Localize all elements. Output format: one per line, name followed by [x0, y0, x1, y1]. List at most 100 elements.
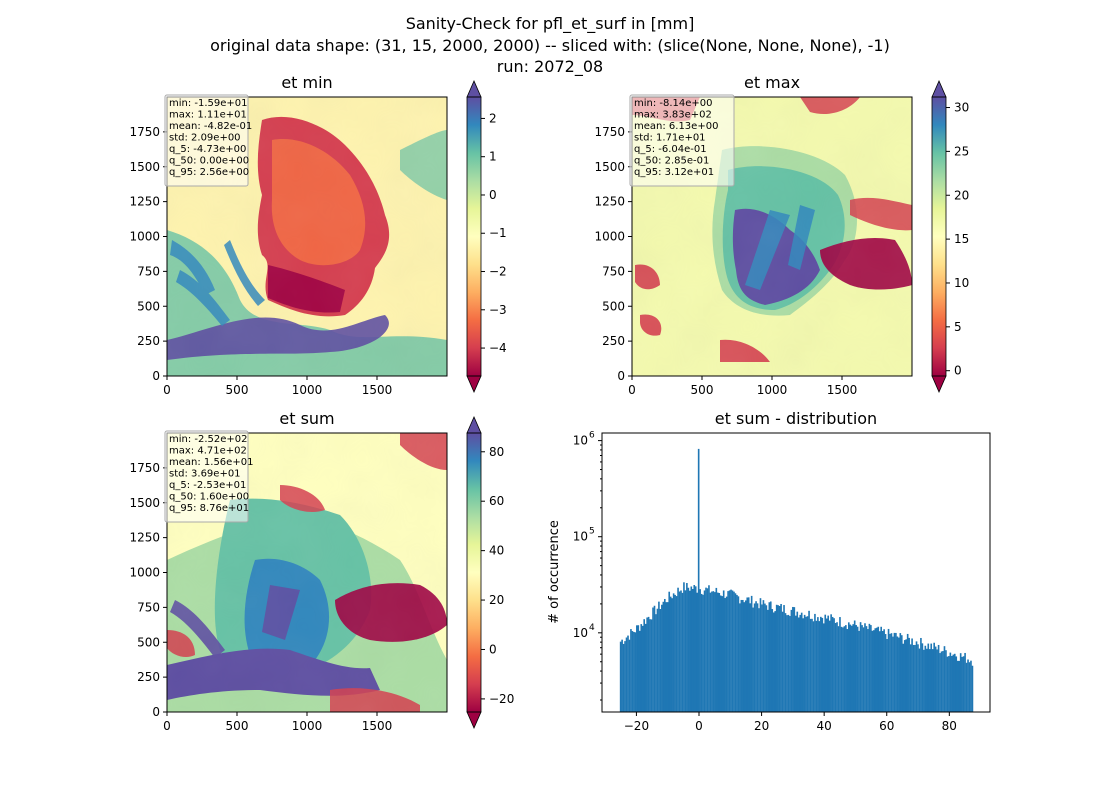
histogram-bar	[817, 617, 819, 712]
histogram-bar	[887, 628, 890, 712]
histogram-bar	[853, 620, 856, 712]
histogram-bar	[881, 630, 884, 712]
histogram-bar	[903, 640, 906, 712]
y-tick-label: 10	[573, 530, 588, 544]
stats-line: std: 3.69e+01	[169, 469, 241, 480]
histogram-bar	[821, 617, 824, 712]
histogram-bar	[840, 626, 843, 712]
histogram-bar	[764, 603, 766, 712]
histogram-bar	[949, 652, 952, 712]
stats-line: q_95: 8.76e+01	[169, 503, 249, 514]
colorbar-gradient	[932, 97, 946, 376]
histogram-bar	[936, 649, 938, 712]
histogram-bar	[630, 629, 632, 712]
suptitle-line-3: run: 2072_08	[497, 57, 603, 77]
histogram-bar	[952, 654, 955, 712]
stats-line: q_95: 3.12e+01	[634, 167, 714, 178]
histogram-bar	[652, 607, 654, 712]
histogram-bar	[774, 611, 777, 712]
histogram-bar	[725, 596, 728, 712]
histogram-bar	[849, 624, 852, 712]
histogram-bar	[877, 626, 880, 712]
histogram-bar	[678, 591, 681, 712]
histogram-bar	[771, 609, 774, 712]
histogram-bar	[878, 631, 881, 712]
histogram-bar	[808, 610, 810, 712]
y-tick-label: 250	[137, 670, 160, 684]
histogram-bar	[895, 632, 897, 712]
histogram-bar	[905, 639, 908, 712]
panel-et-min: et min 0 500 1000 1500 0 250 500 750 1000 1250 15…	[129, 73, 506, 397]
histogram-bar	[814, 613, 816, 712]
histogram-bar	[855, 625, 857, 712]
y-tick-label: 500	[137, 299, 160, 313]
colorbar-gradient	[467, 433, 481, 712]
histogram-bar	[896, 636, 899, 712]
histogram-bar	[767, 609, 769, 712]
histogram-bar	[890, 633, 893, 712]
y-ticks: 0 250 500 750 1000 1250 1500 1750	[129, 125, 167, 383]
histogram-bar	[733, 591, 735, 712]
colorbar-frame	[466, 96, 482, 377]
panel-title: et max	[744, 73, 800, 92]
histogram-bar	[956, 660, 959, 712]
x-tick-label: 1000	[292, 383, 323, 397]
y-tick-label: 500	[602, 299, 625, 313]
histogram-bar	[668, 591, 671, 712]
histogram-bar	[843, 626, 846, 712]
x-tick-label: 20	[754, 719, 769, 733]
histogram-bar	[964, 652, 966, 712]
histogram-bar	[800, 612, 803, 712]
y-tick-exponent: 4	[589, 623, 595, 633]
x-ticks: 0 500 1000 1500	[163, 712, 392, 733]
histogram-bar	[653, 605, 656, 712]
histogram-bar	[803, 614, 806, 712]
histogram-bar	[689, 590, 691, 712]
histogram-bar	[716, 592, 719, 712]
histogram-bar	[958, 660, 961, 712]
suptitle-line-2: original data shape: (31, 15, 2000, 2000…	[210, 36, 890, 55]
histogram-bar	[837, 626, 840, 712]
histogram-bar	[900, 635, 903, 712]
histogram-bar	[619, 641, 622, 712]
stats-line: q_50: 0.00e+00	[169, 156, 249, 167]
histogram-bar	[621, 639, 623, 712]
histogram-bar	[959, 653, 962, 712]
histogram-bar	[948, 656, 950, 712]
histogram-bar	[700, 593, 703, 712]
y-tick-exponent: 5	[589, 527, 595, 537]
histogram-bar	[930, 643, 933, 712]
histogram-bar	[937, 644, 940, 712]
histogram-bar	[784, 613, 787, 712]
histogram-bar	[714, 592, 716, 712]
histogram-bar	[747, 597, 750, 712]
histogram-bar	[971, 665, 974, 712]
stats-line: std: 2.09e+00	[169, 133, 241, 144]
histogram-bar	[702, 594, 704, 712]
colorbar: 80 60 40 20 0 −20	[466, 416, 514, 729]
histogram-bar	[736, 594, 738, 712]
colorbar-extend-top	[466, 80, 482, 98]
histogram-bar	[799, 614, 802, 712]
histogram-bar	[836, 622, 838, 712]
x-tick-label: 60	[879, 719, 894, 733]
histogram-bar	[753, 603, 756, 712]
y-tick-label: 750	[137, 600, 160, 614]
colorbar-tick-label: 30	[954, 101, 969, 115]
histogram-bar	[693, 585, 696, 712]
histogram-bar	[861, 625, 863, 712]
y-ticks: 0 250 500 750 1000 1250 1500 1750	[129, 461, 167, 719]
histogram-bar	[926, 648, 928, 712]
x-tick-label: 0	[628, 383, 636, 397]
stats-line: min: -1.59e+01	[169, 98, 248, 109]
y-tick-label: 1250	[129, 531, 160, 545]
y-tick-label: 1250	[129, 195, 160, 209]
x-tick-label: 1000	[292, 719, 323, 733]
histogram-bar	[902, 643, 905, 712]
x-ticks: −20 0 20 40 60 80	[624, 712, 957, 733]
histogram-bar	[789, 616, 791, 712]
y-tick-label: 500	[137, 635, 160, 649]
y-tick-label: 1500	[129, 160, 160, 174]
histogram-bar	[865, 626, 868, 712]
histogram-bar	[634, 632, 637, 712]
